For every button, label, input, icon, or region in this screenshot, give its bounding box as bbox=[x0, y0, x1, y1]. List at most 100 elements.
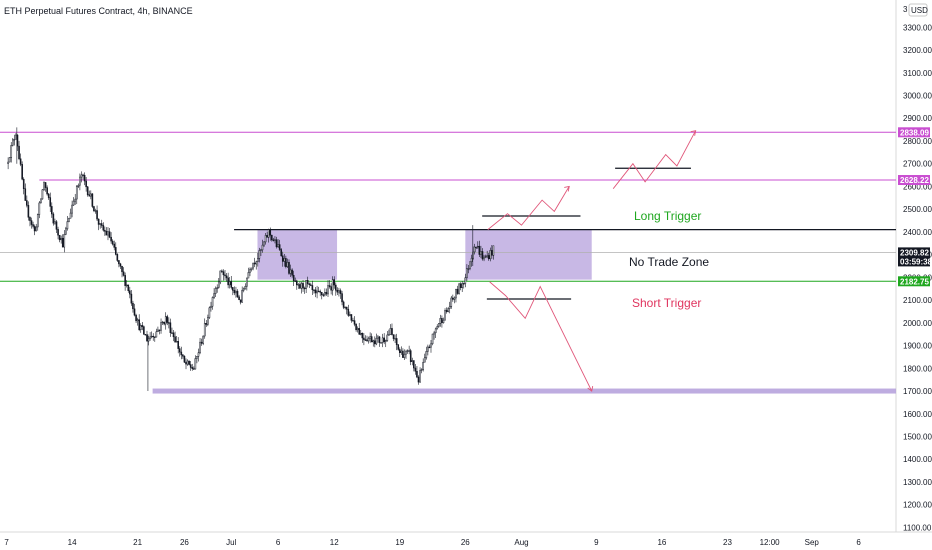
candle-body bbox=[60, 237, 62, 241]
candle-body bbox=[297, 284, 300, 286]
candle-body bbox=[397, 344, 400, 350]
candle-body bbox=[88, 194, 91, 197]
candle-body bbox=[330, 286, 332, 291]
candle-body bbox=[72, 200, 75, 206]
candle-body bbox=[370, 336, 373, 343]
candle-body bbox=[149, 336, 151, 339]
level-badge-text: 2182.75 bbox=[900, 277, 929, 286]
candle-body bbox=[202, 335, 204, 344]
candle-body bbox=[97, 218, 100, 225]
candle-body bbox=[19, 158, 22, 165]
candle-body bbox=[473, 246, 476, 253]
candle-body bbox=[104, 229, 106, 232]
candle-body bbox=[125, 284, 128, 286]
candle-body bbox=[108, 231, 111, 238]
candle-body bbox=[51, 206, 53, 215]
candle-body bbox=[453, 297, 456, 300]
candle-body bbox=[191, 367, 194, 369]
candle-body bbox=[29, 217, 31, 221]
candle-body bbox=[470, 257, 473, 263]
candle-body bbox=[325, 291, 328, 295]
candle-body bbox=[441, 318, 443, 324]
candle-body bbox=[333, 279, 336, 286]
candle-body bbox=[216, 287, 219, 289]
candle-body bbox=[437, 323, 440, 327]
candle-body bbox=[83, 174, 86, 182]
candle-body bbox=[417, 376, 420, 383]
candle-body bbox=[403, 353, 406, 358]
candle-body bbox=[208, 307, 211, 318]
candle-body bbox=[224, 274, 226, 277]
long-trigger-label: Long Trigger bbox=[634, 209, 701, 223]
candle-body bbox=[113, 243, 116, 248]
y-tick-label: 2700.00 bbox=[903, 160, 932, 169]
candle-body bbox=[36, 214, 39, 228]
candle-body bbox=[138, 319, 140, 331]
candle-body bbox=[331, 279, 334, 291]
candle-body bbox=[250, 267, 253, 270]
candle-body bbox=[303, 287, 306, 290]
candle-body bbox=[475, 246, 478, 249]
y-tick-partial: 3 bbox=[903, 5, 908, 14]
candle-body bbox=[22, 178, 25, 190]
y-tick-label: 1400.00 bbox=[903, 455, 932, 464]
candle-body bbox=[291, 269, 293, 276]
candle-body bbox=[182, 354, 184, 357]
candle-body bbox=[169, 322, 172, 333]
candle-body bbox=[146, 334, 148, 342]
candle-body bbox=[378, 336, 381, 343]
candle-body bbox=[394, 338, 396, 340]
candle-body bbox=[247, 272, 250, 279]
x-tick-label: 6 bbox=[276, 538, 281, 547]
candle-body bbox=[10, 145, 13, 158]
current-price-badge bbox=[898, 247, 930, 267]
y-tick-label: 1100.00 bbox=[903, 523, 932, 532]
candle-body bbox=[135, 314, 137, 322]
candle-body bbox=[458, 283, 460, 294]
currency-selector[interactable]: USD 3 bbox=[903, 3, 928, 17]
candle-body bbox=[484, 256, 487, 258]
candle-body bbox=[442, 319, 445, 324]
candle-body bbox=[118, 260, 120, 265]
candle-body bbox=[450, 297, 453, 307]
candle-body bbox=[199, 341, 201, 353]
y-tick-label: 1900.00 bbox=[903, 342, 932, 351]
candle-body bbox=[114, 247, 117, 255]
candle-body bbox=[272, 239, 275, 241]
level-badge bbox=[898, 127, 930, 138]
candle-body bbox=[238, 296, 240, 301]
candle-body bbox=[33, 226, 36, 232]
y-tick-label: 3000.00 bbox=[903, 91, 932, 100]
candle-body bbox=[356, 328, 359, 331]
candle-body bbox=[342, 301, 345, 308]
candle-body bbox=[110, 236, 112, 242]
short-projection-path bbox=[489, 281, 593, 392]
candle-body bbox=[374, 340, 376, 345]
candle-body bbox=[246, 277, 248, 287]
candle-body bbox=[338, 290, 340, 293]
candle-body bbox=[367, 337, 370, 342]
candle-body bbox=[225, 275, 228, 279]
candle-body bbox=[455, 288, 457, 299]
candle-body bbox=[136, 319, 139, 322]
candle-body bbox=[411, 360, 414, 362]
candle-body bbox=[79, 176, 81, 186]
candle-body bbox=[266, 235, 268, 238]
short-trigger-label: Short Trigger bbox=[632, 296, 701, 310]
candle-body bbox=[178, 348, 181, 353]
candle-body bbox=[253, 262, 256, 265]
candle-body bbox=[467, 268, 470, 270]
countdown-text: 03:59:38 bbox=[900, 257, 932, 266]
candle-body bbox=[150, 335, 153, 338]
x-axis-ticks: 7 14 21 26 Jul 6 12 19 26 Aug 9 16 23 12:00 Sep 6 bbox=[4, 538, 861, 547]
candle-body bbox=[477, 245, 479, 248]
candle-body bbox=[395, 338, 398, 346]
candle-body bbox=[386, 334, 389, 341]
candle-body bbox=[163, 321, 165, 325]
candle-body bbox=[233, 290, 236, 294]
candle-body bbox=[85, 180, 87, 188]
levels bbox=[0, 131, 897, 394]
candle-body bbox=[392, 334, 395, 339]
